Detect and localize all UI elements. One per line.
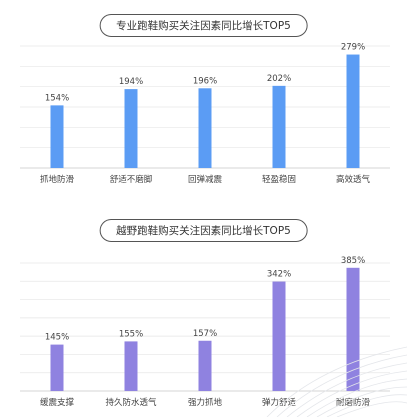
data-label: 202% xyxy=(267,74,291,84)
bar xyxy=(198,340,212,391)
category-label: 回弹减震 xyxy=(188,174,223,185)
bar xyxy=(272,85,286,168)
category-label: 弹力舒适 xyxy=(262,397,297,408)
bar-chart-trail: 145% 缓震支撑 155% 持久防水透气 157% 强力抓地 342% 弹力舒适 385% 耐磨… xyxy=(20,256,390,408)
chart-panel-trail: 越野跑鞋购买关注因素同比增长TOP5 145% 缓震支撑 155% 持久防水透气 157… xyxy=(0,205,407,417)
bar xyxy=(346,267,360,391)
decorative-swirl-lines xyxy=(266,346,407,417)
data-label: 385% xyxy=(341,256,365,266)
bar xyxy=(272,281,286,391)
bar xyxy=(124,89,138,168)
bar xyxy=(50,105,64,168)
data-label: 145% xyxy=(45,333,69,343)
category-label: 抓地防滑 xyxy=(40,174,75,185)
bar xyxy=(50,344,64,391)
data-label: 342% xyxy=(267,270,291,280)
data-label: 194% xyxy=(119,77,143,87)
category-label: 轻盈稳固 xyxy=(262,174,296,185)
data-label: 279% xyxy=(341,43,365,53)
bar xyxy=(346,54,360,168)
data-label: 196% xyxy=(193,76,217,86)
chart-title: 专业跑鞋购买关注因素同比增长TOP5 xyxy=(99,14,308,37)
bar xyxy=(198,88,212,168)
chart-title: 越野跑鞋购买关注因素同比增长TOP5 xyxy=(99,219,308,242)
chart-panel-professional: 专业跑鞋购买关注因素同比增长TOP5 154% 抓地防滑 194% 舒适不磨脚 196%… xyxy=(0,0,407,200)
data-label: 154% xyxy=(45,93,69,103)
bar-chart-professional: 154% 抓地防滑 194% 舒适不磨脚 196% 回弹减震 202% 轻盈稳固 279% 高效透… xyxy=(20,43,390,185)
category-label: 强力抓地 xyxy=(188,397,223,408)
data-label: 155% xyxy=(119,329,143,339)
data-label: 157% xyxy=(193,329,217,339)
category-label: 高效透气 xyxy=(336,174,371,185)
category-label: 缓震支撑 xyxy=(40,397,75,408)
category-label: 持久防水透气 xyxy=(105,397,157,408)
category-label: 耐磨防滑 xyxy=(336,397,371,408)
bar xyxy=(124,341,138,391)
category-label: 舒适不磨脚 xyxy=(110,174,153,185)
